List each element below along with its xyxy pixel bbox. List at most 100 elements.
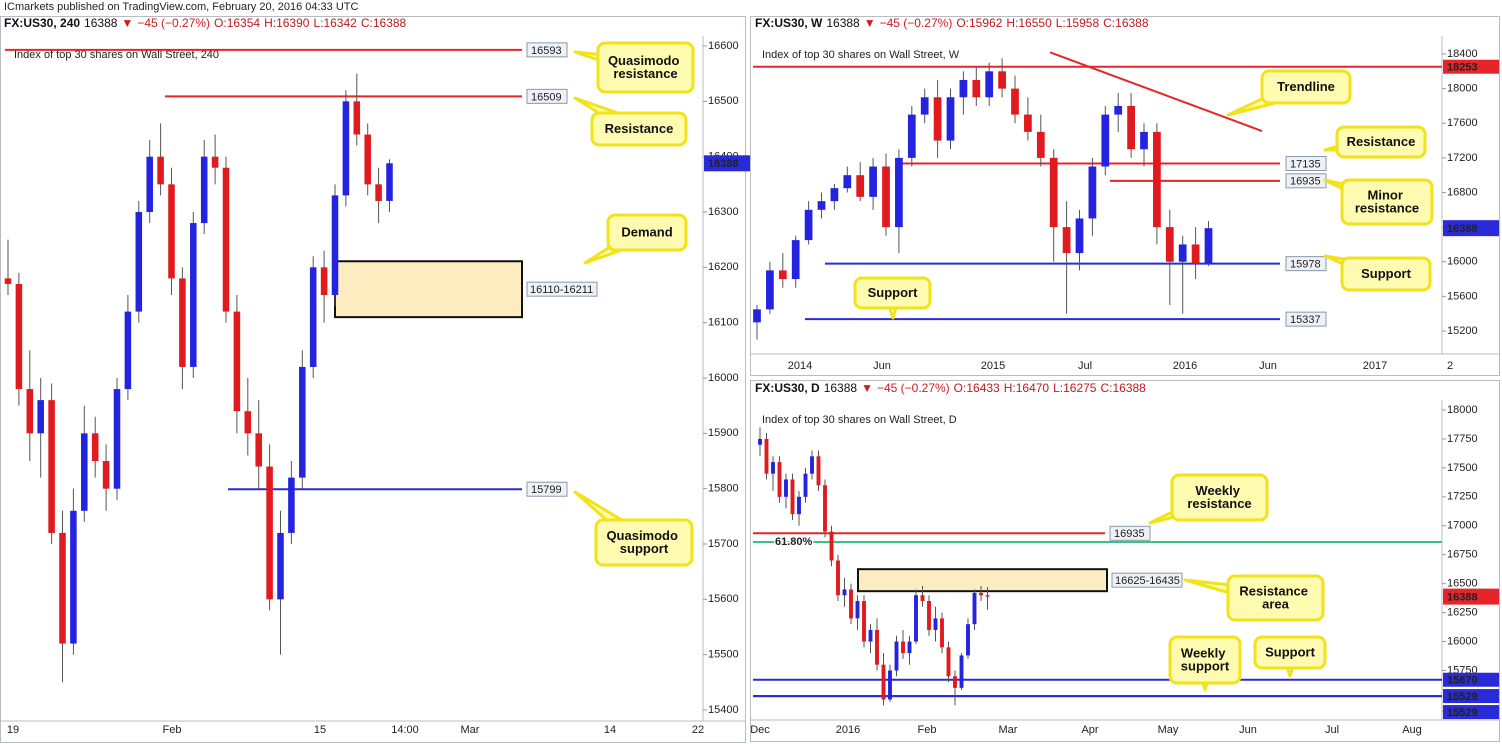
callout-text: Demand <box>621 225 672 240</box>
callout-box <box>1253 635 1327 670</box>
candle-body <box>255 433 262 467</box>
candle-body <box>920 595 925 602</box>
candle-body <box>1153 131 1161 228</box>
candle-body <box>766 270 774 310</box>
candle-body <box>320 267 328 295</box>
y-tick-label: 16800 <box>1447 186 1478 198</box>
y-tick-label: 16500 <box>708 95 739 107</box>
candle-body <box>37 400 44 434</box>
callout-tail-cover <box>1216 489 1223 506</box>
x-tick-label: Jun <box>1239 724 1257 736</box>
x-tick-label: 2017 <box>1363 360 1387 372</box>
candle-body <box>135 212 143 312</box>
header-field: C:16388 <box>1103 16 1149 30</box>
y-tick-label: 15400 <box>708 704 739 716</box>
candle-body <box>364 134 371 185</box>
x-tick-label: Jun <box>1259 360 1277 372</box>
candle-body <box>1024 114 1032 132</box>
candle-body <box>1178 244 1187 262</box>
level-tag-label: 16935 <box>1290 176 1321 188</box>
level-tag <box>1285 311 1327 327</box>
zone <box>334 260 523 319</box>
last-price-label: 16388 <box>708 158 739 170</box>
y-tick-label: 15800 <box>708 483 739 495</box>
candle-body <box>81 433 88 511</box>
level-axis-tag <box>1443 672 1499 687</box>
candle-body <box>804 209 813 241</box>
candle-body <box>211 156 219 168</box>
chart-header: FX:US30, D 16388 ▼ −45 (−0.27%) O:16433 H:164… <box>755 381 1146 395</box>
y-tick-label: 15600 <box>1447 290 1478 302</box>
level-tag-label: 17135 <box>1290 158 1321 170</box>
candle-body <box>1127 105 1135 150</box>
candle-body <box>784 479 788 497</box>
x-tick-label: Jul <box>1078 360 1092 372</box>
header-field: L:16342 <box>313 16 357 30</box>
publisher-line: ICmarkets published on TradingView.com, … <box>4 1 358 13</box>
level-tag-label: 16593 <box>531 45 562 57</box>
callout-tail-cover <box>1379 134 1383 150</box>
candle-body <box>26 389 34 434</box>
candle-body <box>790 479 795 515</box>
candle-body <box>972 592 977 625</box>
candle-body <box>875 629 879 665</box>
header-field: L:16275 <box>1053 381 1097 395</box>
callout-tail-cover <box>643 225 651 240</box>
x-tick-label: Mar <box>461 724 480 736</box>
x-tick-label: 15 <box>314 724 326 736</box>
candle-body <box>901 641 905 654</box>
x-tick-label: 22 <box>692 724 704 736</box>
candle-body <box>277 532 284 600</box>
candle-body <box>817 201 826 210</box>
candle-body <box>842 589 847 596</box>
header-field: −45 (−0.27%) <box>137 16 210 30</box>
callout-text: Minor resistance <box>1355 188 1419 216</box>
level-tag-label: 16935 <box>1114 528 1145 540</box>
candle-body <box>1165 227 1174 262</box>
candle-body <box>331 195 339 295</box>
candle-body <box>914 595 918 642</box>
level-tag-label: 15337 <box>1290 314 1321 326</box>
header-field: 16388 <box>826 16 860 30</box>
candle-body <box>849 589 853 619</box>
candle-body <box>940 618 944 648</box>
candle-body <box>342 101 350 196</box>
candle-body <box>190 223 197 367</box>
header-field: ▼ <box>864 16 876 30</box>
y-tick-label: 16000 <box>1447 635 1478 647</box>
callout-tail-cover <box>643 59 648 76</box>
candle-body <box>998 71 1006 89</box>
candle-body <box>946 647 951 677</box>
y-tick-label: 16300 <box>708 206 739 218</box>
callout-text: Support <box>1361 266 1411 281</box>
y-tick-label: 16600 <box>708 40 739 52</box>
last-price-label: 16388 <box>1447 223 1478 235</box>
y-tick-label: 16000 <box>708 372 739 384</box>
level-tag-label: 15670 <box>1447 675 1478 687</box>
candle-body <box>862 601 866 642</box>
level-tag-label: 18253 <box>1447 62 1478 74</box>
candle-body <box>953 676 957 688</box>
candle-body <box>830 188 839 202</box>
callout-tail-cover <box>1303 79 1309 95</box>
callout-tail-cover <box>1384 194 1390 210</box>
callout-text: Trendline <box>1277 79 1335 94</box>
y-tick-label: 15500 <box>708 649 739 661</box>
candle-body <box>894 641 899 671</box>
candle-body <box>244 411 252 434</box>
header-field: ▼ <box>121 16 133 30</box>
candle-body <box>353 101 361 135</box>
candle-body <box>1075 218 1084 254</box>
fib-label: 61.80% <box>775 536 813 548</box>
candle-body <box>836 560 840 596</box>
candle-body <box>1204 228 1213 264</box>
level-axis-tag <box>1443 689 1499 704</box>
y-tick-label: 16500 <box>1447 578 1478 590</box>
x-tick-label: Dec <box>750 724 770 736</box>
candle-body <box>816 456 821 486</box>
x-tick-label: Jul <box>1325 724 1339 736</box>
level-tag <box>1109 525 1151 541</box>
level-tag <box>526 88 568 104</box>
candle-body <box>855 601 860 619</box>
